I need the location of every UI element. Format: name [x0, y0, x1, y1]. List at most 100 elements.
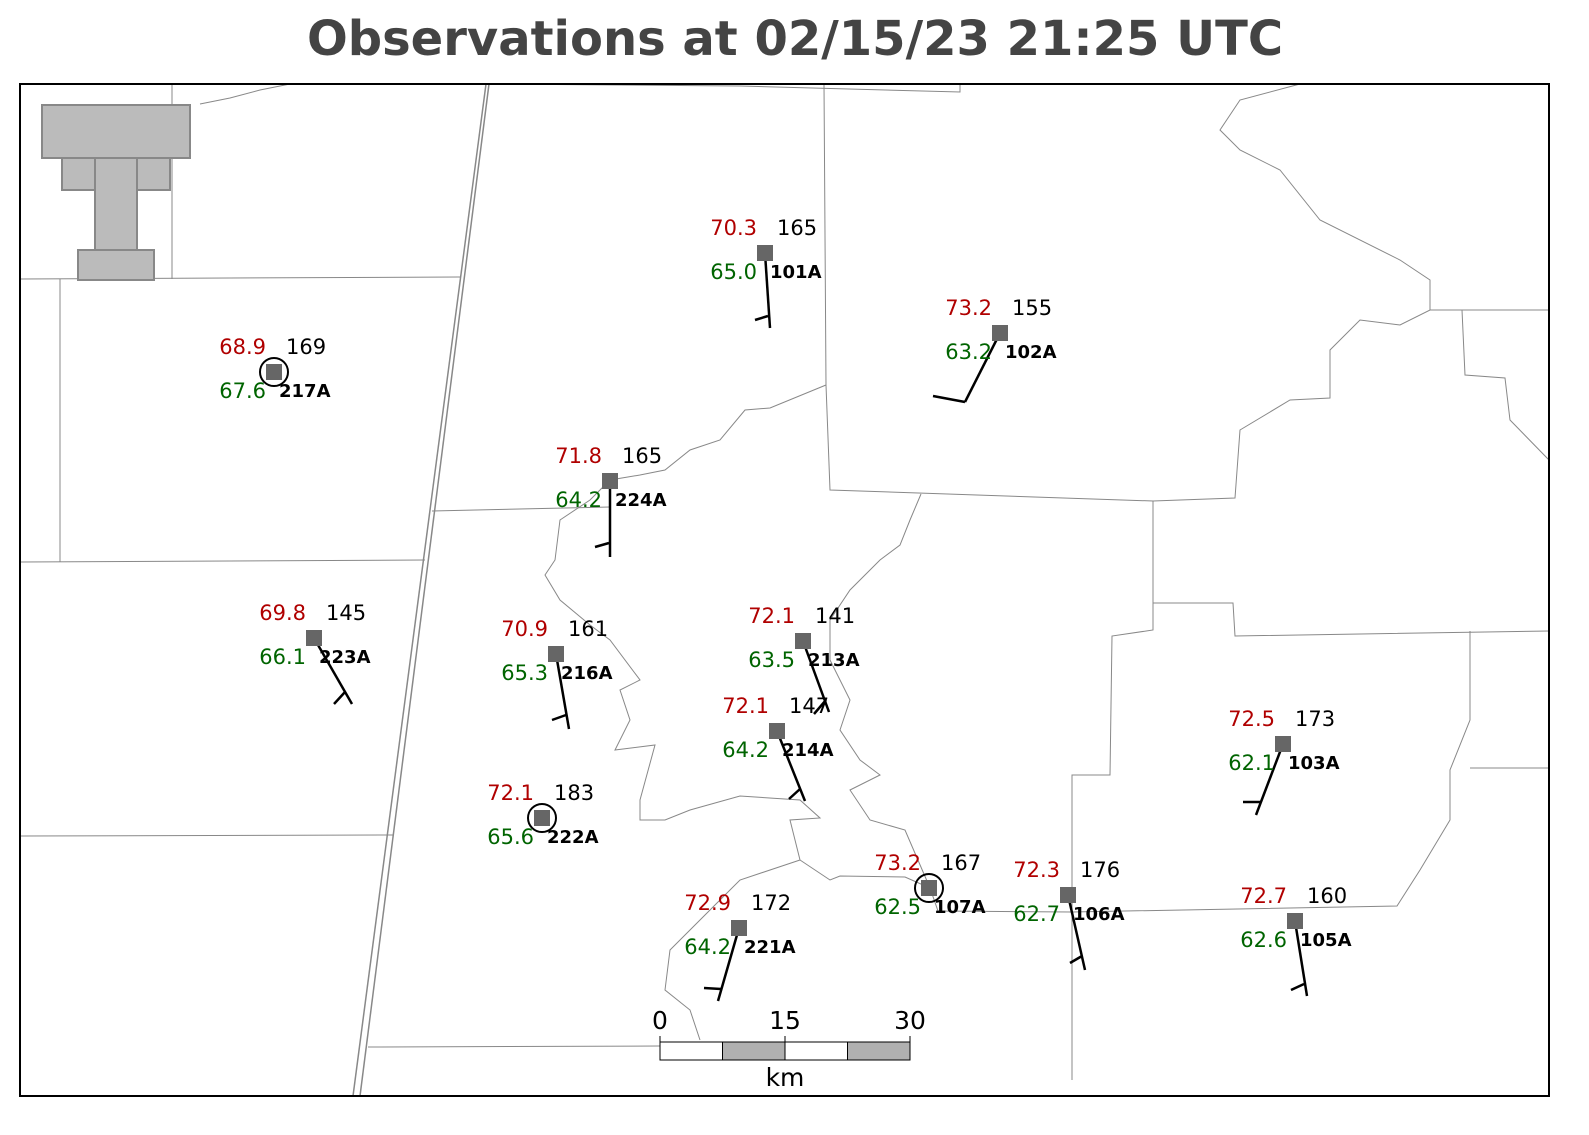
station-marker: [266, 364, 282, 380]
temperature: 70.9: [501, 617, 548, 641]
dewpoint: 62.5: [874, 895, 921, 919]
dewpoint: 63.5: [748, 648, 795, 672]
pressure: 161: [568, 617, 608, 641]
temperature: 73.2: [874, 851, 921, 875]
wind-barb: [594, 541, 610, 549]
station-id: 217A: [279, 381, 331, 402]
station-marker: [602, 473, 618, 489]
station: 72.5 173 62.1 103A: [1228, 707, 1340, 816]
wind-shaft: [775, 730, 807, 802]
scale-bar: km 0 15 30: [652, 1006, 926, 1092]
station-id: 103A: [1288, 753, 1340, 774]
wind-shaft: [554, 653, 571, 730]
station: 72.1 183 65.6 222A: [487, 781, 598, 849]
pressure: 141: [815, 604, 855, 628]
station-id: 221A: [744, 937, 796, 958]
station-marker: [548, 646, 564, 662]
station-id: 107A: [934, 897, 986, 918]
temperature: 72.1: [722, 694, 769, 718]
pressure: 172: [751, 891, 791, 915]
wind-barb: [551, 713, 567, 722]
temperature: 73.2: [945, 296, 992, 320]
wind-barb: [333, 691, 346, 705]
map-frame: [19, 83, 1550, 1097]
logo: [41, 104, 191, 281]
dewpoint: 65.6: [487, 825, 534, 849]
temperature: 72.3: [1013, 858, 1060, 882]
station-marker: [731, 920, 747, 936]
calm-circle: [259, 357, 289, 387]
station-id: 102A: [1005, 342, 1057, 363]
title: Observations at 02/15/23 21:25 UTC: [307, 11, 1283, 67]
pressure: 160: [1307, 884, 1347, 908]
pressure: 145: [326, 601, 366, 625]
station-id: 216A: [561, 663, 613, 684]
dewpoint: 64.2: [555, 488, 602, 512]
station-id: 105A: [1300, 930, 1352, 951]
station: 70.3 165 65.0 101A: [710, 216, 822, 329]
station: 69.8 145 66.1 223A: [259, 601, 371, 705]
station: 72.1 141 63.5 213A: [748, 604, 860, 715]
temperature: 70.3: [710, 216, 757, 240]
temperature: 68.9: [219, 335, 266, 359]
dewpoint: 63.2: [945, 340, 992, 364]
station: 72.1 147 64.2 214A: [722, 694, 834, 802]
pressure: 155: [1012, 296, 1052, 320]
temperature: 71.8: [555, 444, 602, 468]
calm-circle: [527, 803, 557, 833]
station-id: 106A: [1073, 904, 1125, 925]
station-marker: [534, 810, 550, 826]
dewpoint: 66.1: [259, 645, 306, 669]
station-marker: [769, 723, 785, 739]
station: 72.9 172 64.2 221A: [684, 891, 796, 1002]
pressure: 167: [941, 851, 981, 875]
station-marker: [795, 633, 811, 649]
dewpoint: 65.0: [710, 260, 757, 284]
temperature: 72.1: [748, 604, 795, 628]
station-marker: [306, 630, 322, 646]
pressure: 165: [622, 444, 662, 468]
station: 70.9 161 65.3 216A: [501, 617, 613, 730]
temperature: 69.8: [259, 601, 306, 625]
calm-circle: [914, 873, 944, 903]
station-id: 101A: [770, 262, 822, 283]
station-marker: [1287, 913, 1303, 929]
station-marker: [992, 325, 1008, 341]
scale-label: 30: [894, 1006, 926, 1035]
temperature: 72.7: [1240, 884, 1287, 908]
station: 73.2 167 62.5 107A: [874, 851, 985, 919]
station-marker: [1275, 736, 1291, 752]
dewpoint: 64.2: [722, 738, 769, 762]
dewpoint: 65.3: [501, 661, 548, 685]
wind-barb: [1290, 982, 1305, 992]
wind-barb: [932, 394, 966, 404]
pressure: 173: [1295, 707, 1335, 731]
temperature: 72.9: [684, 891, 731, 915]
station: 73.2 155 63.2 102A: [932, 296, 1057, 404]
station: 68.9 169 67.6 217A: [219, 335, 330, 403]
station-id: 224A: [615, 490, 667, 511]
temperature: 72.5: [1228, 707, 1275, 731]
station-marker: [757, 245, 773, 261]
station: 71.8 165 64.2 224A: [555, 444, 667, 557]
wind-barb: [754, 314, 769, 322]
station-id: 222A: [547, 827, 599, 848]
pressure: 183: [554, 781, 594, 805]
station-id: 223A: [319, 647, 371, 668]
dewpoint: 67.6: [219, 379, 266, 403]
dewpoint: 62.7: [1013, 902, 1060, 926]
pressure: 169: [286, 335, 326, 359]
wind-shaft: [963, 332, 1002, 403]
station: 72.7 160 62.6 105A: [1240, 884, 1352, 997]
dewpoint: 62.6: [1240, 928, 1287, 952]
station-marker: [1060, 887, 1076, 903]
station: 72.3 176 62.7 106A: [1013, 858, 1125, 971]
scale-unit: km: [766, 1063, 805, 1092]
pressure: 176: [1080, 858, 1120, 882]
wind-shaft: [716, 927, 741, 1002]
county-borders: [19, 83, 1550, 1097]
scale-label: 15: [769, 1006, 801, 1035]
station-id: 213A: [808, 650, 860, 671]
